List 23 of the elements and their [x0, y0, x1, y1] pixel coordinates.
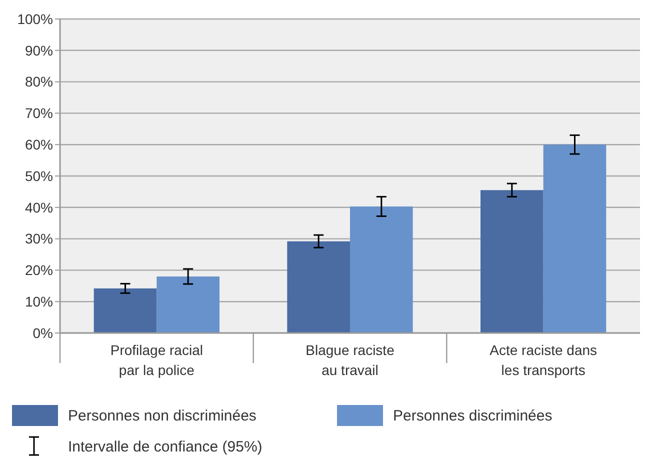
- bar: [287, 241, 350, 333]
- bar: [350, 206, 413, 333]
- y-tick-label: 50%: [24, 168, 53, 184]
- bar: [480, 190, 544, 333]
- y-tick-label: 70%: [24, 105, 53, 122]
- bar: [156, 276, 220, 333]
- bar: [543, 144, 606, 333]
- y-tick-label: 0%: [32, 324, 53, 341]
- text: Intervalle de confiance (95%): [68, 438, 262, 456]
- y-tick-label: 80%: [24, 74, 53, 90]
- y-tick-label: 60%: [24, 136, 53, 152]
- y-tick-label: 30%: [24, 230, 53, 247]
- y-tick-label: 100%: [17, 10, 53, 27]
- bar: [94, 288, 157, 333]
- x-tick-label: Profilage racial par la police: [110, 342, 203, 378]
- legend-label: Personnes non discriminées: [68, 407, 256, 424]
- y-tick-label: 20%: [24, 262, 53, 278]
- y-tick-label: 10%: [24, 294, 53, 310]
- y-tick-label: 40%: [24, 199, 53, 216]
- x-tick-label: Blague raciste au travail: [306, 342, 395, 378]
- y-tick-label: 90%: [24, 42, 53, 58]
- legend-label: Personnes discriminées: [393, 407, 552, 424]
- x-tick-label: Acte raciste dans les transports: [490, 342, 598, 378]
